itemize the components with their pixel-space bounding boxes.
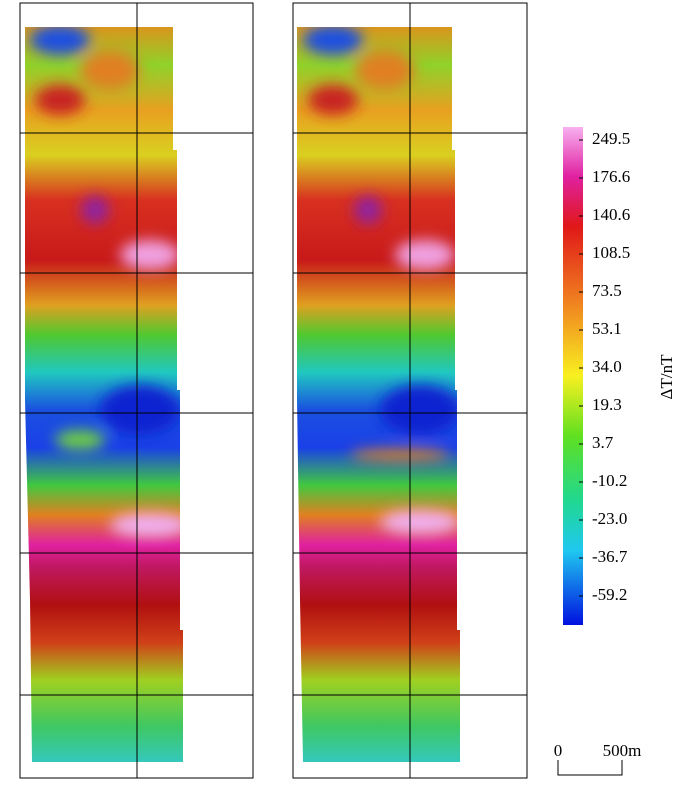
colorbar-tick-label: 53.1 xyxy=(592,319,622,338)
colorbar xyxy=(563,127,583,625)
colorbar-tick-label: -36.7 xyxy=(592,547,628,566)
colorbar-tick-label: 73.5 xyxy=(592,281,622,300)
scale-end: 500m xyxy=(603,741,642,760)
colorbar-tick-label: -23.0 xyxy=(592,509,627,528)
colorbar-label: ΔT/nT xyxy=(657,354,676,400)
map-right xyxy=(297,27,460,762)
colorbar-tick-label: 249.5 xyxy=(592,129,630,148)
colorbar-tick-label: 34.0 xyxy=(592,357,622,376)
map-grid xyxy=(19,2,528,779)
colorbar-tick-label: 176.6 xyxy=(592,167,630,186)
colorbar-tick-label: 108.5 xyxy=(592,243,630,262)
scale-start: 0 xyxy=(554,741,563,760)
scale-bar: 0 500m xyxy=(554,741,642,776)
colorbar-tick-label: 140.6 xyxy=(592,205,630,224)
map-left xyxy=(25,27,183,762)
colorbar-tick-label: 3.7 xyxy=(592,433,614,452)
colorbar-tick-label: 19.3 xyxy=(592,395,622,414)
colorbar-tick-label: -59.2 xyxy=(592,585,627,604)
colorbar-tick-label: -10.2 xyxy=(592,471,627,490)
